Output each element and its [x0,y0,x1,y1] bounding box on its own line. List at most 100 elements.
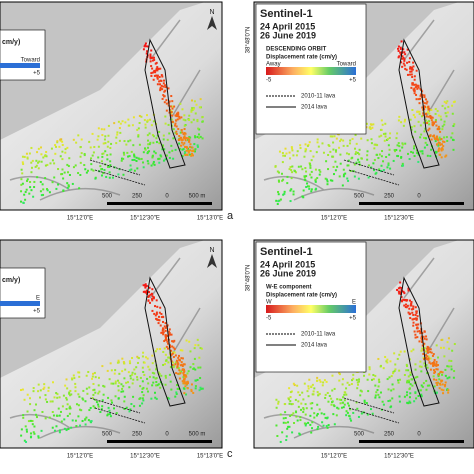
dot [347,404,350,407]
dot [416,375,419,378]
dot [396,357,399,360]
dot [192,363,195,366]
dot [190,154,193,157]
dot [194,136,197,139]
dot [338,175,341,178]
dot [277,400,280,403]
dot [439,153,442,156]
dot [85,416,88,419]
dot [164,353,167,356]
dot [194,379,197,382]
dot [62,177,65,180]
dot [167,123,170,126]
dot [278,199,281,202]
dot [416,336,419,339]
dot [405,369,408,372]
dot [305,185,308,188]
legend-mode: W-E component [266,285,312,291]
dot [424,354,427,357]
dot [41,183,44,186]
dot [194,135,197,138]
dot [420,365,423,368]
dot [101,405,104,408]
dot [307,385,310,388]
dot [324,393,327,396]
dot [43,386,46,389]
dot [182,148,185,151]
dot [396,132,399,135]
dot [163,325,166,328]
dot [413,83,416,86]
dot [186,380,189,383]
dot [355,378,358,381]
dot [133,158,136,161]
dot [87,169,90,172]
dot [178,377,181,380]
dot [87,419,90,422]
dot [90,163,93,166]
dot [178,115,181,118]
dot [148,294,151,297]
dot [142,284,145,287]
dot [452,376,455,379]
dot [117,385,120,388]
dot [184,382,187,385]
dot [421,150,424,153]
dot [102,152,105,155]
dot [281,151,284,154]
dot [132,144,135,147]
dot [20,200,23,203]
dot [170,349,173,352]
dot [326,183,329,186]
dot [170,95,173,98]
dot [146,377,149,380]
dot [311,421,314,424]
dot [145,52,148,55]
dot [107,406,110,409]
dot [35,159,38,162]
dot [391,397,394,400]
dot [298,394,301,397]
dot [109,415,112,418]
dot [403,304,406,307]
dot [310,188,313,191]
dot [437,150,440,153]
dot [346,411,349,414]
dot [66,146,69,149]
dot [68,157,71,160]
dot [316,177,319,180]
dot [442,389,445,392]
dot [284,403,287,406]
dot [20,178,23,181]
legend-end: Away [266,62,281,68]
dot [446,377,449,380]
dot [163,363,166,366]
dot [73,377,76,380]
dot [337,407,340,410]
dot [375,153,378,156]
dot [425,137,428,140]
dot [309,150,312,153]
dot [190,383,193,386]
dot [151,288,154,291]
dot [118,372,121,375]
dot [179,136,182,139]
dot [373,143,376,146]
dot [450,359,453,362]
dot [151,384,154,387]
dot [446,341,449,344]
dot [31,423,34,426]
dot [410,70,413,73]
dot [418,110,421,113]
dot [77,415,80,418]
dot [411,378,414,381]
dot [374,394,377,397]
dot [121,387,124,390]
dot [91,375,94,378]
dot [171,107,174,110]
dot [428,135,431,138]
dot [45,150,48,153]
dot [426,351,429,354]
legend-date: 24 April 2015 [260,259,315,269]
legend-title: Sentinel-1 [260,8,313,20]
